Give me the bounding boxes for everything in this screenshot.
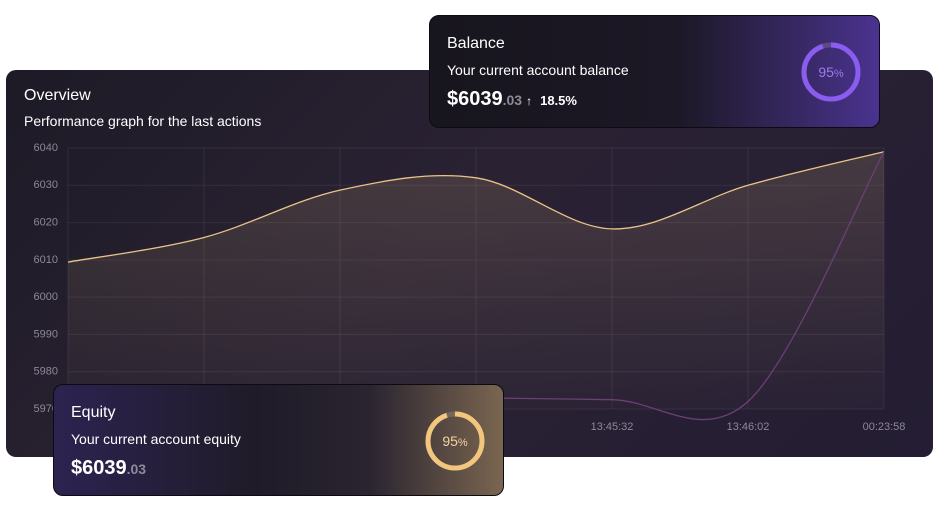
y-tick-label: 6020 bbox=[34, 216, 58, 228]
area bbox=[68, 151, 884, 409]
chart-title: Overview bbox=[24, 87, 91, 104]
gauge-value: 95 bbox=[818, 64, 834, 80]
y-tick-label: 5990 bbox=[34, 328, 58, 340]
cents: .03 bbox=[502, 92, 523, 108]
card-title: Equity bbox=[71, 404, 116, 421]
change: 18.5% bbox=[540, 93, 577, 108]
y-tick-label: 5970 bbox=[34, 403, 58, 415]
gauge: 95% bbox=[423, 409, 487, 473]
x-tick-label: 13:45:32 bbox=[591, 421, 634, 433]
gauge-value: 95 bbox=[442, 433, 458, 449]
y-tick-label: 6030 bbox=[34, 179, 58, 191]
equity-card: Equity Your current account equity $6039… bbox=[53, 384, 504, 496]
gauge-unit: % bbox=[833, 68, 844, 80]
card-subtitle: Your current account balance bbox=[447, 62, 629, 78]
balance-card: Balance Your current account balance $60… bbox=[429, 15, 880, 128]
amount: $6039 bbox=[71, 457, 127, 479]
card-title: Balance bbox=[447, 35, 505, 52]
x-tick-label: 00:23:58 bbox=[863, 421, 906, 433]
amount-row: $6039.03 bbox=[71, 457, 146, 480]
y-tick-label: 6000 bbox=[34, 291, 58, 303]
gauge-unit: % bbox=[457, 437, 468, 449]
y-tick-label: 5980 bbox=[34, 366, 58, 378]
gauge-ring bbox=[801, 42, 861, 102]
gauge-label: 95% bbox=[423, 409, 487, 475]
gauge-arc bbox=[425, 411, 485, 471]
card-subtitle: Your current account equity bbox=[71, 431, 241, 447]
gauge-arc bbox=[801, 42, 861, 102]
gauge-label: 95% bbox=[799, 40, 863, 106]
line bbox=[67, 151, 885, 263]
amount-row: $6039.03 ↑ 18.5% bbox=[447, 88, 577, 111]
gauge: 95% bbox=[799, 40, 863, 104]
y-tick-label: 6010 bbox=[34, 254, 58, 266]
gauge-ring bbox=[425, 411, 485, 471]
chart-subtitle: Performance graph for the last actions bbox=[24, 113, 262, 129]
x-tick-label: 13:46:02 bbox=[727, 421, 770, 433]
y-tick-label: 6040 bbox=[34, 142, 58, 154]
amount: $6039 bbox=[447, 88, 503, 110]
change-arrow: ↑ bbox=[526, 94, 533, 108]
cents: .03 bbox=[126, 461, 147, 477]
